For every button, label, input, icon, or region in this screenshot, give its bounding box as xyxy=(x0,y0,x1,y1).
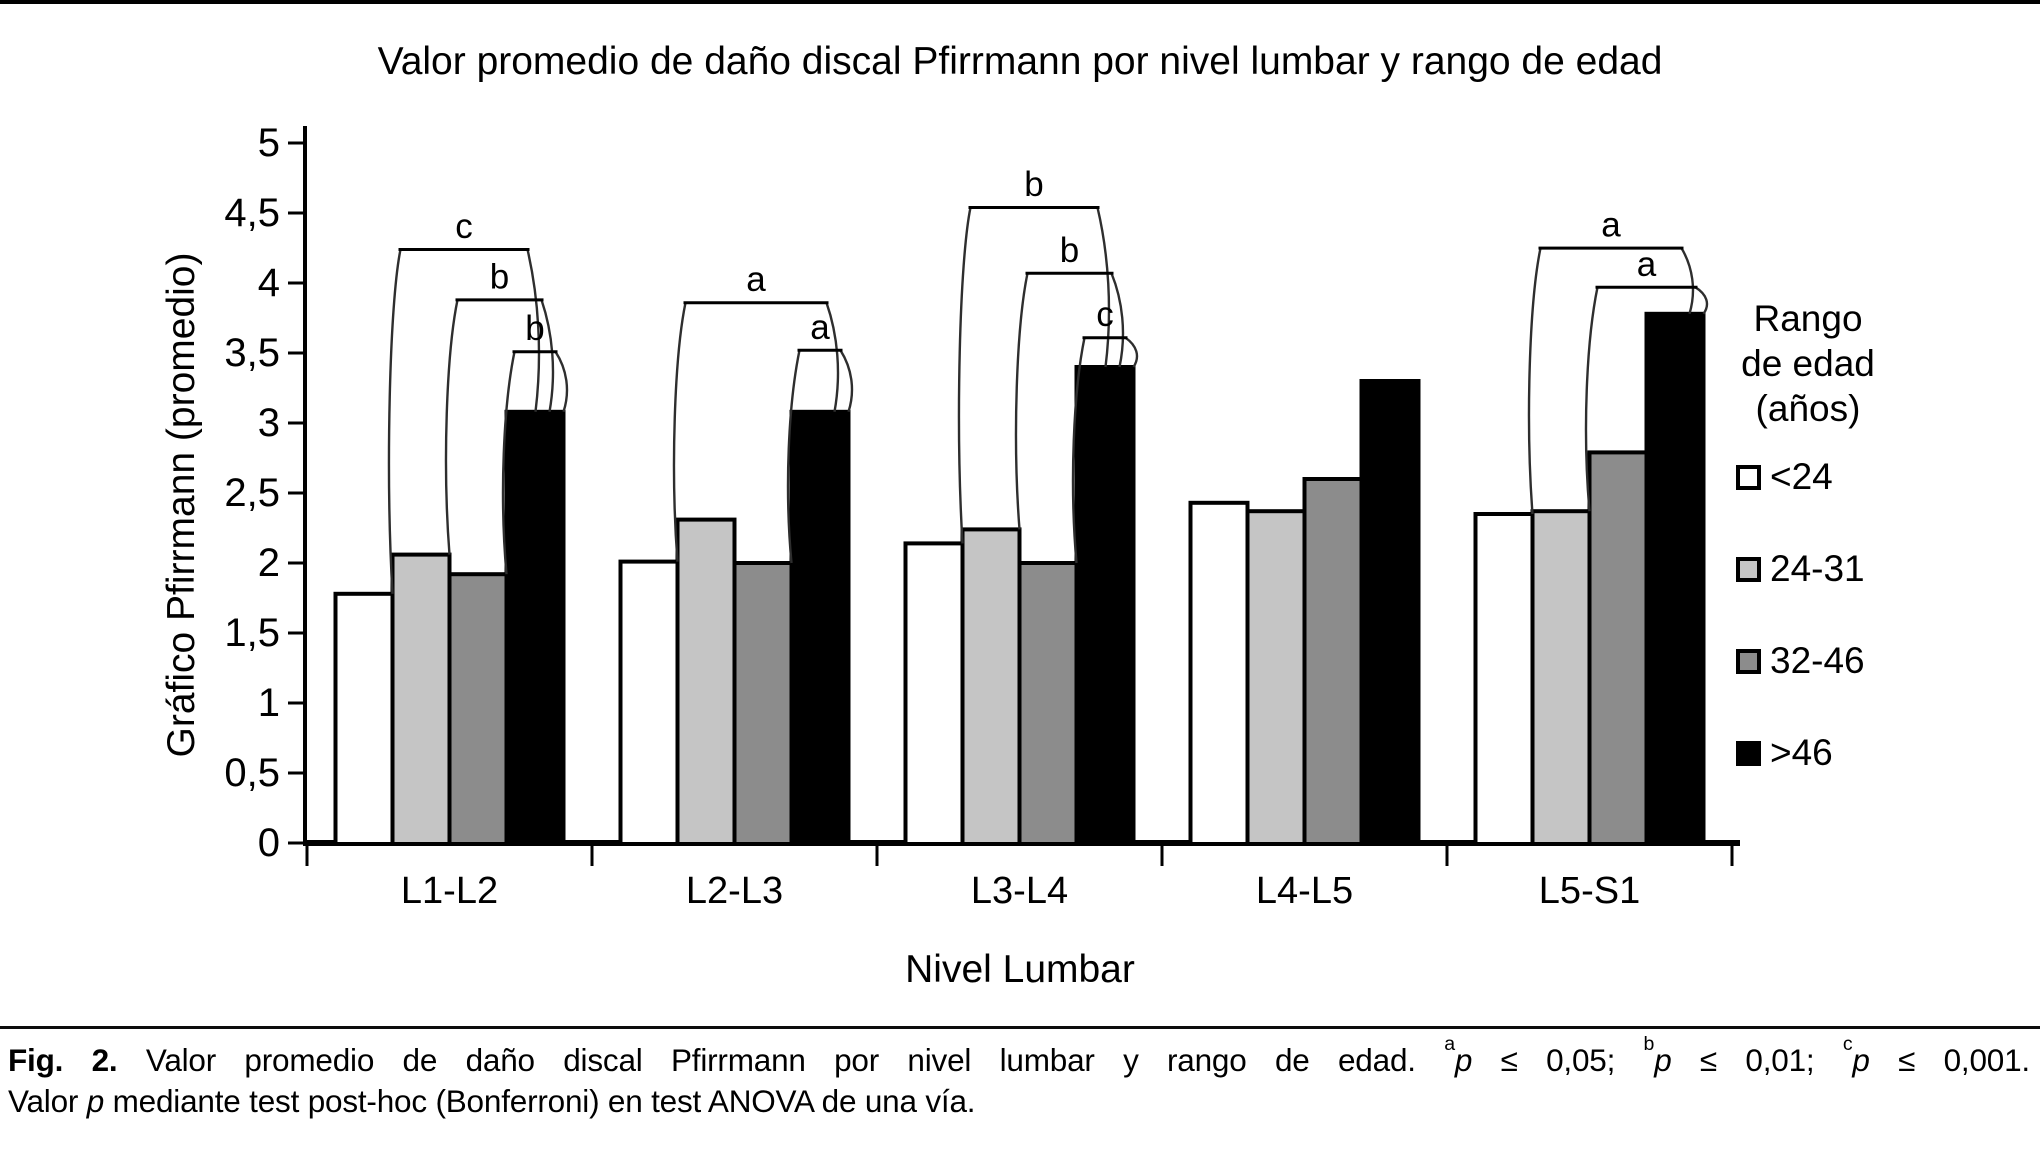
significance-bracket xyxy=(957,206,1111,544)
significance-label: a xyxy=(1637,245,1657,284)
caption-text: Valor promedio de daño discal Pfirrmann … xyxy=(117,1042,1445,1078)
legend-item: >46 xyxy=(1736,732,1865,774)
bar-L4-L5->46 xyxy=(1359,379,1421,846)
significance-label: b xyxy=(490,257,509,296)
legend-title-line: (años) xyxy=(1755,388,1861,429)
y-tick-label: 3 xyxy=(258,401,280,445)
significance-label: b xyxy=(525,309,544,348)
legend-label: <24 xyxy=(1770,456,1833,497)
bar-L5-S1-32-46 xyxy=(1587,450,1649,846)
significance-bracket xyxy=(387,248,541,594)
caption-text: b xyxy=(1643,1032,1655,1055)
y-tick-label: 0 xyxy=(258,821,280,865)
bar-L1-L2-<24 xyxy=(333,591,395,846)
bar-L4-L5-24-31 xyxy=(1245,509,1307,846)
caption-text: p xyxy=(86,1083,105,1119)
caption-text: ≤ 0,01; xyxy=(1671,1042,1843,1078)
caption-text: Valor xyxy=(8,1083,87,1119)
y-tick-label: 2,5 xyxy=(224,471,280,515)
significance-label: c xyxy=(455,207,473,246)
bar-L2-L3-24-31 xyxy=(675,517,737,846)
bar-L1-L2-24-31 xyxy=(390,552,452,846)
x-category-label: L1-L2 xyxy=(401,870,498,912)
y-axis-title: Gráfico Pfirrmann (promedio) xyxy=(160,252,203,758)
caption-text: p xyxy=(1454,1042,1473,1078)
bar-L1-L2-32-46 xyxy=(447,572,509,846)
y-tick-label: 1,5 xyxy=(224,611,280,655)
caption-text: p xyxy=(1852,1042,1870,1078)
legend-swatch xyxy=(1736,556,1761,582)
significance-label: c xyxy=(1096,295,1114,334)
legend-title-line: Rango xyxy=(1753,298,1863,339)
y-tick-label: 1 xyxy=(258,681,280,725)
y-tick-label: 2 xyxy=(258,541,280,585)
bar-L3-L4-<24 xyxy=(903,541,965,847)
bar-L5-S1-24-31 xyxy=(1530,509,1592,846)
x-category-label: L4-L5 xyxy=(1256,870,1353,912)
x-category-label: L5-S1 xyxy=(1539,870,1640,912)
legend-swatch xyxy=(1736,648,1761,674)
bar-L2-L3-<24 xyxy=(618,559,680,846)
significance-label: a xyxy=(810,308,830,347)
legend-swatch xyxy=(1736,740,1761,766)
bar-L3-L4-32-46 xyxy=(1017,561,1079,846)
significance-bracket xyxy=(1584,286,1709,512)
caption-rule xyxy=(0,1026,2040,1029)
significance-bracket xyxy=(1014,272,1125,530)
bar-L3-L4-24-31 xyxy=(960,527,1022,847)
caption-text: c xyxy=(1842,1032,1853,1055)
caption-text: p xyxy=(1654,1042,1672,1078)
caption-line-2: Valor p mediante test post-hoc (Bonferro… xyxy=(8,1081,2030,1122)
caption-text: ≤ 0,001. xyxy=(1869,1042,2030,1078)
bar-L4-L5-32-46 xyxy=(1302,477,1364,846)
legend-label: 32-46 xyxy=(1770,640,1865,681)
bar-L4-L5-<24 xyxy=(1188,500,1250,846)
y-tick-label: 4,5 xyxy=(224,191,280,235)
y-tick-label: 5 xyxy=(258,121,280,165)
significance-bracket xyxy=(501,350,569,575)
significance-bracket xyxy=(1527,246,1695,515)
top-rule xyxy=(0,0,2040,4)
legend-title: Rango de edad (años) xyxy=(1728,296,1888,431)
y-tick-label: 0,5 xyxy=(224,751,280,795)
bar-L5-S1-<24 xyxy=(1473,512,1535,846)
significance-bracket xyxy=(1071,336,1139,564)
bar-L5-S1->46 xyxy=(1644,311,1706,846)
caption-text: mediante test post-hoc (Bonferroni) en t… xyxy=(104,1083,976,1119)
x-category-label: L3-L4 xyxy=(971,870,1068,912)
significance-bracket xyxy=(444,298,555,555)
legend-item: <24 xyxy=(1736,456,1865,498)
significance-label: b xyxy=(1060,231,1079,270)
x-category-label: L2-L3 xyxy=(686,870,783,912)
caption-text: Fig. 2. xyxy=(8,1042,118,1078)
x-axis-title: Nivel Lumbar xyxy=(905,948,1135,991)
caption-text: ≤ 0,05; xyxy=(1472,1042,1644,1078)
significance-label: b xyxy=(1024,165,1043,204)
significance-label: a xyxy=(1601,206,1621,245)
legend: <24 24-31 32-46 >46 xyxy=(1736,456,1865,774)
significance-bracket xyxy=(786,349,854,564)
significance-label: a xyxy=(746,260,766,299)
legend-title-line: de edad xyxy=(1741,343,1875,384)
significance-bracket xyxy=(672,301,840,562)
bar-L2-L3->46 xyxy=(789,409,851,846)
figure-caption: Fig. 2. Valor promedio de daño discal Pf… xyxy=(8,1034,2030,1122)
caption-text: a xyxy=(1444,1032,1455,1055)
y-tick-label: 4 xyxy=(258,261,280,305)
bar-L1-L2->46 xyxy=(504,409,566,846)
legend-item: 24-31 xyxy=(1736,548,1865,590)
chart-title: Valor promedio de daño discal Pfirrmann … xyxy=(377,40,1663,83)
bar-L2-L3-32-46 xyxy=(732,561,794,846)
bar-L3-L4->46 xyxy=(1074,365,1136,846)
legend-swatch xyxy=(1736,464,1761,490)
legend-label: >46 xyxy=(1770,732,1833,773)
legend-item: 32-46 xyxy=(1736,640,1865,682)
caption-line-1: Fig. 2. Valor promedio de daño discal Pf… xyxy=(8,1034,2030,1081)
y-tick-label: 3,5 xyxy=(224,331,280,375)
legend-label: 24-31 xyxy=(1770,548,1865,589)
